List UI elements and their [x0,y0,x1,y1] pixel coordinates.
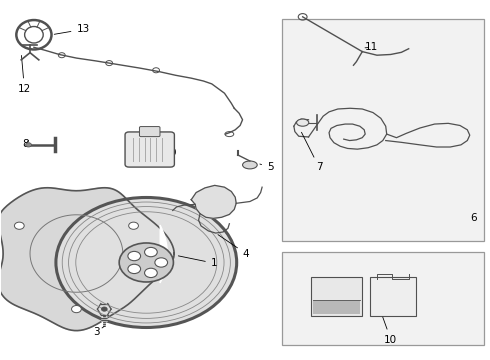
FancyBboxPatch shape [311,277,362,316]
Text: 1: 1 [178,256,218,268]
FancyBboxPatch shape [140,127,160,136]
Ellipse shape [296,119,309,126]
FancyBboxPatch shape [314,300,360,315]
Text: 2: 2 [0,359,1,360]
Circle shape [25,143,31,147]
Text: 4: 4 [218,235,249,258]
Text: 9: 9 [169,148,176,158]
Polygon shape [0,188,174,330]
FancyBboxPatch shape [369,277,416,316]
Circle shape [128,251,141,261]
Ellipse shape [56,198,237,328]
Polygon shape [191,185,236,219]
Text: 5: 5 [260,162,273,172]
Text: 12: 12 [18,55,31,94]
Circle shape [128,264,141,274]
Ellipse shape [243,161,257,169]
Text: 6: 6 [470,213,476,222]
Polygon shape [282,19,485,241]
Circle shape [101,307,107,311]
Text: 13: 13 [54,24,90,35]
Circle shape [129,222,139,229]
Text: 7: 7 [301,132,322,172]
Text: 11: 11 [365,42,378,52]
Circle shape [72,306,81,313]
Polygon shape [282,252,485,345]
Circle shape [14,222,24,229]
Circle shape [145,247,157,257]
Text: 10: 10 [383,317,397,345]
Text: 3: 3 [93,326,104,337]
FancyBboxPatch shape [125,132,174,167]
Text: 8: 8 [23,139,29,149]
Ellipse shape [119,243,173,282]
Circle shape [145,268,157,278]
Circle shape [155,258,168,267]
